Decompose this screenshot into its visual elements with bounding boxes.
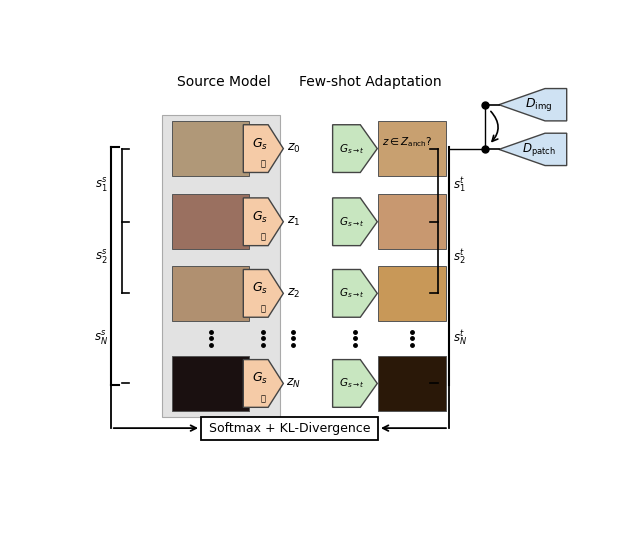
Text: $z_2$: $z_2$ xyxy=(287,287,300,300)
Text: $z_1$: $z_1$ xyxy=(287,215,300,229)
Text: $G_{s\to t}$: $G_{s\to t}$ xyxy=(339,215,365,229)
Text: $G_{s\to t}$: $G_{s\to t}$ xyxy=(339,377,365,390)
Polygon shape xyxy=(499,88,566,121)
Bar xyxy=(172,356,250,411)
Bar xyxy=(378,266,446,321)
Text: $s_1^s$: $s_1^s$ xyxy=(95,176,108,194)
Text: $z_0$: $z_0$ xyxy=(287,142,300,155)
Text: $s_1^t$: $s_1^t$ xyxy=(452,176,465,195)
Text: $s_2^t$: $s_2^t$ xyxy=(452,248,465,267)
Text: $G_s$: $G_s$ xyxy=(252,136,268,151)
Bar xyxy=(172,121,250,176)
Text: $G_{s\to t}$: $G_{s\to t}$ xyxy=(339,142,365,156)
Text: 🔒: 🔒 xyxy=(261,160,266,169)
Text: $z_N$: $z_N$ xyxy=(286,377,301,390)
Text: $s_N^s$: $s_N^s$ xyxy=(93,330,108,347)
Polygon shape xyxy=(243,125,284,172)
Text: Source Model: Source Model xyxy=(177,74,271,88)
Text: $G_{s\to t}$: $G_{s\to t}$ xyxy=(339,286,365,300)
Text: 🔒: 🔒 xyxy=(261,233,266,241)
Text: $D_{\mathrm{img}}$: $D_{\mathrm{img}}$ xyxy=(525,96,553,113)
Polygon shape xyxy=(333,198,378,246)
Polygon shape xyxy=(499,133,566,165)
Bar xyxy=(378,356,446,411)
Text: $s_N^t$: $s_N^t$ xyxy=(452,329,467,348)
Text: Softmax + KL-Divergence: Softmax + KL-Divergence xyxy=(209,421,371,434)
Text: $D_{\mathrm{patch}}$: $D_{\mathrm{patch}}$ xyxy=(522,141,556,158)
Bar xyxy=(172,194,250,250)
Bar xyxy=(378,121,446,176)
Polygon shape xyxy=(243,270,284,317)
Polygon shape xyxy=(243,198,284,246)
Text: $G_s$: $G_s$ xyxy=(252,281,268,296)
Text: 🔒: 🔒 xyxy=(261,395,266,403)
Text: $G_s$: $G_s$ xyxy=(252,371,268,386)
Polygon shape xyxy=(333,360,378,407)
Text: $s_2^s$: $s_2^s$ xyxy=(95,249,108,266)
FancyBboxPatch shape xyxy=(201,417,378,440)
Bar xyxy=(378,194,446,250)
Polygon shape xyxy=(333,125,378,172)
Text: 🔒: 🔒 xyxy=(261,305,266,313)
Text: $G_s$: $G_s$ xyxy=(252,210,268,225)
Polygon shape xyxy=(333,270,378,317)
Text: $z \in Z_{\mathrm{anch}}$?: $z \in Z_{\mathrm{anch}}$? xyxy=(382,135,432,149)
FancyBboxPatch shape xyxy=(163,115,280,417)
Text: Few-shot Adaptation: Few-shot Adaptation xyxy=(299,74,442,88)
Bar xyxy=(172,266,250,321)
Polygon shape xyxy=(243,360,284,407)
